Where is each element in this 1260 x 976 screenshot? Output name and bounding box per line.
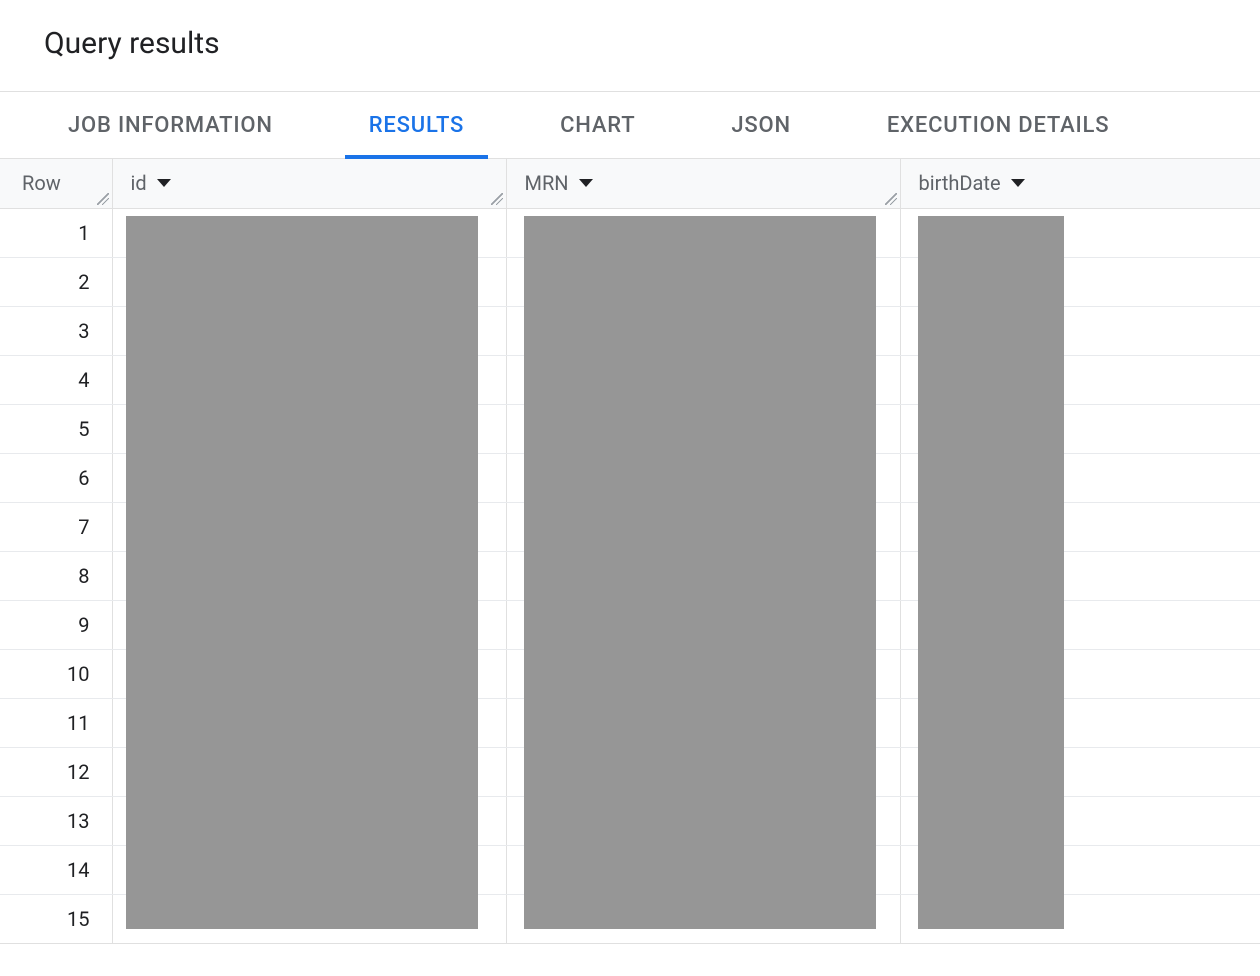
column-header-birthdate[interactable]: birthDate: [900, 159, 1260, 208]
column-header-row-label: Row: [22, 171, 61, 195]
tab-results[interactable]: RESULTS: [345, 92, 488, 158]
redaction-birthdate: [918, 216, 1064, 929]
row-number: 2: [0, 257, 112, 306]
tab-job-information[interactable]: JOB INFORMATION: [44, 92, 297, 158]
column-header-mrn[interactable]: MRN: [506, 159, 900, 208]
row-number: 7: [0, 502, 112, 551]
tab-json[interactable]: JSON: [707, 92, 815, 158]
column-header-row[interactable]: Row: [0, 159, 112, 208]
row-number: 11: [0, 698, 112, 747]
row-number: 4: [0, 355, 112, 404]
row-number: 10: [0, 649, 112, 698]
tab-execution-details[interactable]: EXECUTION DETAILS: [863, 92, 1133, 158]
tabs: JOB INFORMATION RESULTS CHART JSON EXECU…: [0, 91, 1260, 159]
tab-chart[interactable]: CHART: [536, 92, 659, 158]
row-number: 9: [0, 600, 112, 649]
chevron-down-icon[interactable]: [1011, 179, 1025, 187]
chevron-down-icon[interactable]: [579, 179, 593, 187]
column-header-mrn-label: MRN: [525, 171, 569, 195]
row-number: 6: [0, 453, 112, 502]
row-number: 5: [0, 404, 112, 453]
row-number: 12: [0, 747, 112, 796]
title-area: Query results: [0, 0, 1260, 91]
redaction-id: [126, 216, 478, 929]
row-number: 8: [0, 551, 112, 600]
row-number: 13: [0, 796, 112, 845]
redaction-mrn: [524, 216, 876, 929]
row-number: 14: [0, 845, 112, 894]
page-title: Query results: [44, 26, 1260, 61]
column-header-id[interactable]: id: [112, 159, 506, 208]
row-number: 15: [0, 894, 112, 943]
column-header-birthdate-label: birthDate: [919, 171, 1001, 195]
results-grid: Row id MRN: [0, 159, 1260, 944]
chevron-down-icon[interactable]: [157, 179, 171, 187]
column-header-id-label: id: [131, 171, 147, 195]
row-number: 1: [0, 208, 112, 257]
row-number: 3: [0, 306, 112, 355]
